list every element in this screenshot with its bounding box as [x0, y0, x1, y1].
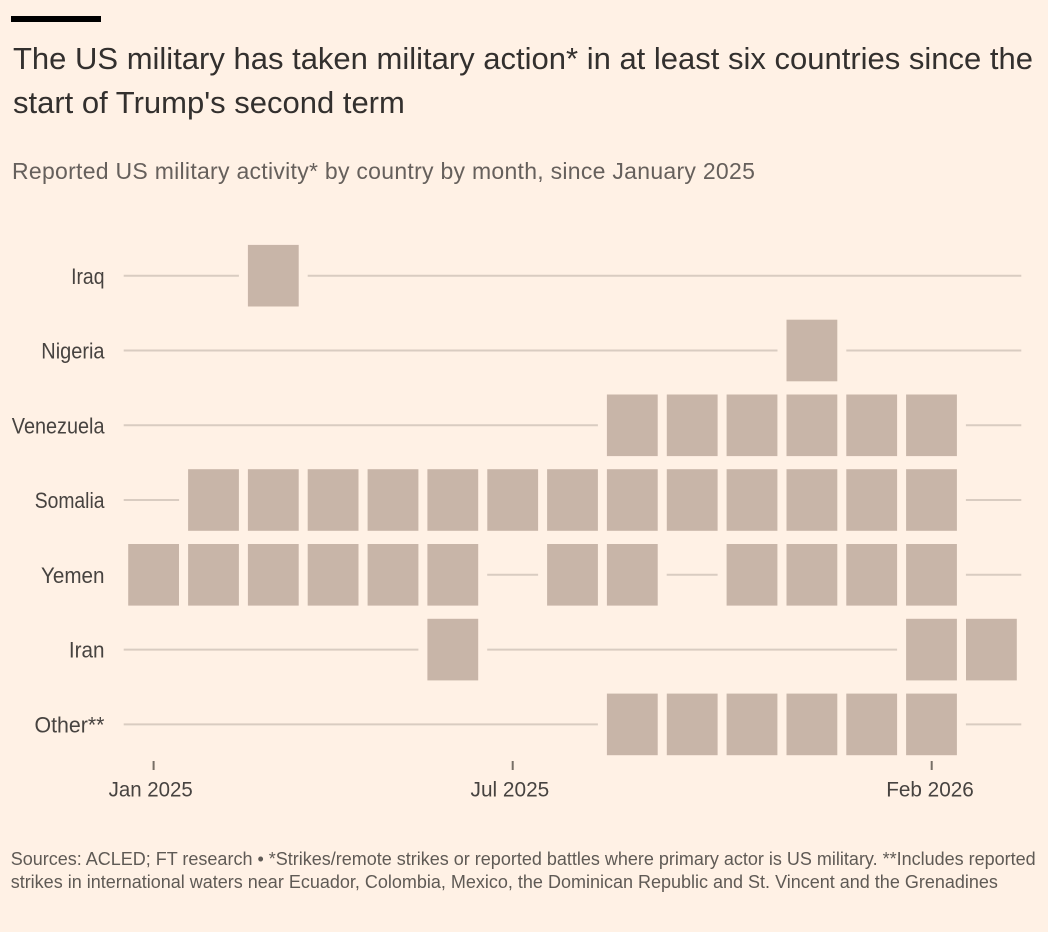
- svg-text:Venezuela: Venezuela: [12, 413, 105, 438]
- svg-text:Iraq: Iraq: [71, 264, 104, 289]
- svg-text:Feb 2026: Feb 2026: [886, 777, 974, 801]
- svg-text:Somalia: Somalia: [35, 488, 105, 513]
- svg-text:Yemen: Yemen: [41, 563, 105, 588]
- svg-text:Iran: Iran: [69, 638, 105, 663]
- svg-text:Jan 2025: Jan 2025: [109, 777, 193, 801]
- svg-text:Jul 2025: Jul 2025: [471, 777, 550, 801]
- svg-text:Nigeria: Nigeria: [41, 339, 105, 364]
- svg-text:Other**: Other**: [35, 713, 105, 738]
